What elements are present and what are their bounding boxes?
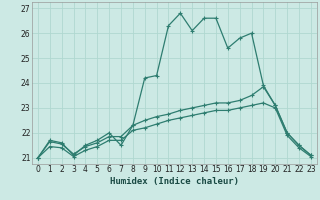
X-axis label: Humidex (Indice chaleur): Humidex (Indice chaleur) <box>110 177 239 186</box>
